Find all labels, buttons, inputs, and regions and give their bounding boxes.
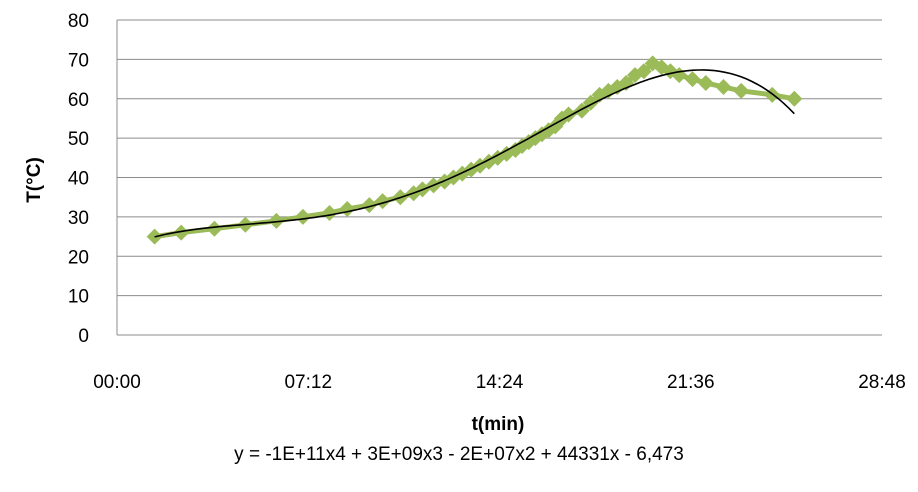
y-tick-label: 0 — [78, 326, 89, 347]
y-tick-label: 70 — [68, 50, 89, 71]
series-line — [154, 60, 795, 240]
y-tick-label: 30 — [68, 208, 89, 229]
data-point — [294, 208, 311, 225]
x-tick-label: 14:24 — [476, 372, 524, 393]
temperature-chart: 0 10 20 30 40 50 60 70 80 00:00 07:12 14:24 21:36 28… — [24, 11, 906, 435]
data-point — [374, 193, 391, 210]
y-axis-ticks: 0 10 20 30 40 50 60 70 80 — [68, 11, 89, 347]
y-tick-label: 10 — [68, 287, 89, 308]
y-axis-title: T(°C) — [24, 157, 45, 203]
data-point — [361, 197, 378, 214]
y-tick-label: 20 — [68, 247, 89, 268]
data-point — [635, 63, 652, 80]
data-point — [339, 201, 356, 217]
data-point — [684, 71, 701, 88]
data-point — [173, 224, 190, 241]
data-point — [786, 90, 803, 107]
trendline — [154, 69, 795, 238]
data-point — [321, 204, 338, 221]
data-point — [268, 212, 285, 229]
data-point — [697, 75, 714, 91]
y-tick-label: 50 — [68, 129, 89, 150]
data-series — [146, 55, 803, 245]
data-point — [733, 82, 750, 99]
x-axis-title: t(min) — [472, 414, 525, 435]
x-tick-label: 07:12 — [284, 372, 332, 393]
y-tick-label: 40 — [68, 169, 89, 190]
y-tick-label: 60 — [68, 90, 89, 111]
x-axis-ticks: 00:00 07:12 14:24 21:36 28:48 — [93, 372, 906, 393]
gridlines — [116, 19, 882, 336]
x-tick-label: 28:48 — [858, 372, 906, 393]
data-point — [206, 220, 223, 237]
y-tick-label: 80 — [68, 11, 89, 32]
trendline-equation: y = -1E+11x4 + 3E+09x3 - 2E+07x2 + 44331… — [234, 444, 684, 465]
x-tick-label: 21:36 — [667, 372, 715, 393]
x-tick-label: 00:00 — [93, 372, 141, 393]
data-point — [715, 78, 732, 95]
